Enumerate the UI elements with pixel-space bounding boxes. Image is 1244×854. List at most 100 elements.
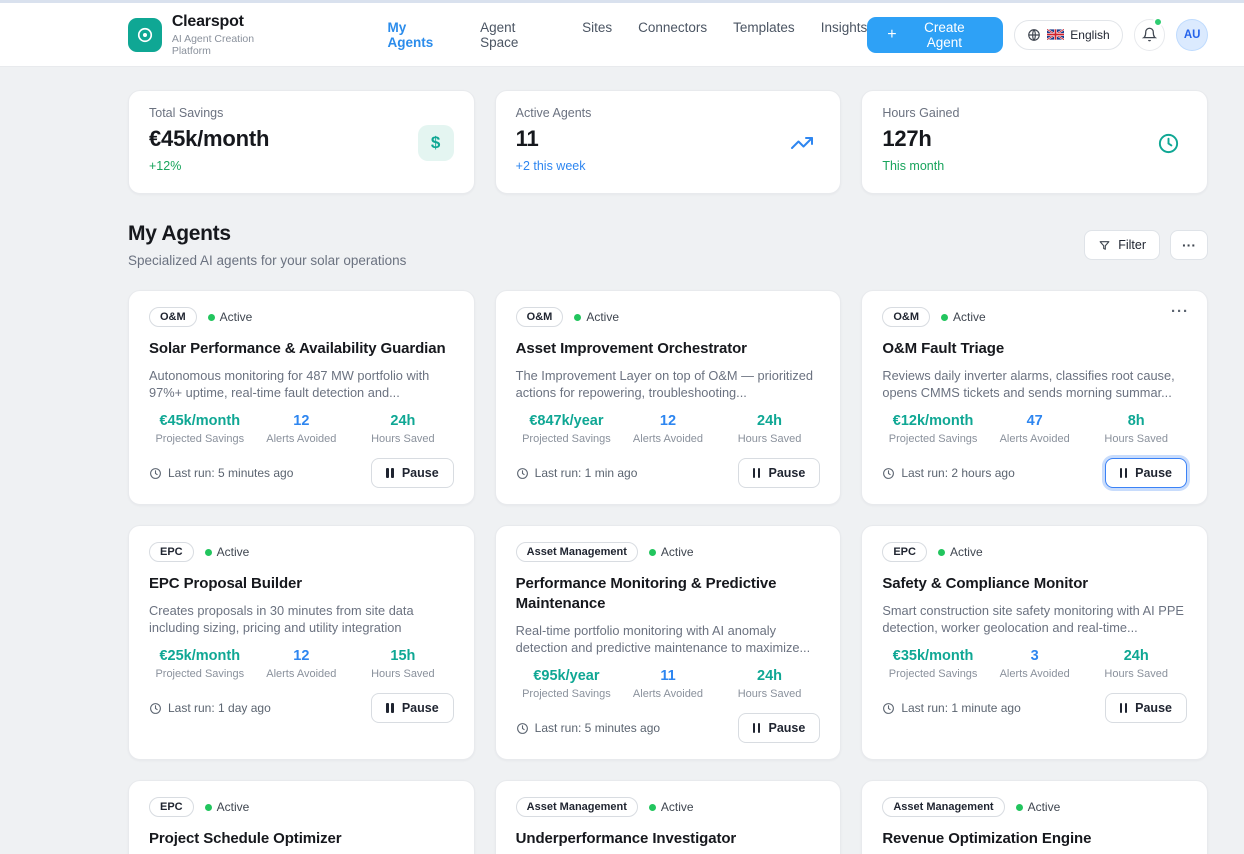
clock-icon (516, 467, 528, 479)
stats-summary: Total Savings €45k/month +12% $ Active A… (128, 90, 1208, 194)
agent-title: Asset Improvement Orchestrator (515, 340, 747, 357)
pause-icon (1119, 468, 1128, 478)
active-dot-icon (574, 313, 582, 321)
nav-connectors[interactable]: Connectors (638, 19, 708, 35)
create-agent-button[interactable]: + Create Agent (867, 16, 1004, 53)
language-selector[interactable]: English (1014, 19, 1123, 50)
notifications-button[interactable] (1133, 16, 1166, 51)
last-run: Last run: 5 minutes ago (516, 721, 660, 735)
pause-icon (752, 468, 761, 478)
brand: Clearspot AI Agent Creation Platform (128, 13, 295, 57)
agent-card: EPC Active Safety & Compliance Monitor S… (861, 525, 1208, 760)
agent-description: Autonomous monitoring for 487 MW portfol… (149, 368, 430, 400)
category-badge: Asset Management (515, 797, 638, 817)
category-badge: Asset Management (515, 542, 638, 562)
projected-savings-label: Projected Savings (888, 668, 978, 680)
agent-stats: €25k/month Projected Savings 12 Alerts Avo… (149, 648, 454, 680)
nav-templates[interactable]: Templates (733, 19, 795, 35)
projected-savings-value: €35k/month (892, 648, 974, 664)
last-run-label: Last run: 5 minutes ago (168, 466, 294, 480)
filter-button[interactable]: Filter (1084, 230, 1160, 260)
status-label: Active (949, 545, 983, 559)
status-badge: Active (648, 800, 694, 814)
status-badge: Active (1015, 800, 1060, 814)
pause-label: Pause (1135, 466, 1172, 480)
projected-savings-label: Projected Savings (522, 688, 611, 700)
nav-sites[interactable]: Sites (582, 19, 613, 35)
alerts-avoided-label: Alerts Avoided (266, 668, 337, 680)
active-dot-icon (648, 803, 656, 811)
agent-title: Solar Performance & Availability Guardia… (149, 340, 446, 357)
category-badge: O&M (149, 307, 197, 327)
pause-button[interactable]: Pause (737, 713, 821, 743)
category-badge: O&M (882, 307, 930, 327)
agent-title: Safety & Compliance Monitor (882, 575, 1088, 592)
pause-button[interactable]: Pause (1104, 458, 1187, 488)
alerts-avoided-label: Alerts Avoided (266, 433, 337, 445)
agent-description: Reviews daily inverter alarms, classifie… (882, 368, 1175, 400)
agent-description: The Improvement Layer on top of O&M — pr… (515, 368, 813, 400)
pause-button[interactable]: Pause (371, 693, 454, 723)
projected-savings-value: €45k/month (159, 413, 241, 429)
category-badge: EPC (149, 797, 194, 817)
category-badge: Asset Management (882, 797, 1005, 817)
category-badge: EPC (882, 542, 927, 562)
alerts-avoided-label: Alerts Avoided (632, 433, 704, 445)
category-badge: O&M (515, 307, 564, 327)
avatar[interactable]: AU (1176, 18, 1208, 51)
pause-icon (752, 723, 761, 733)
last-run-label: Last run: 2 hours ago (901, 466, 1015, 480)
status-label: Active (953, 310, 986, 324)
agent-description: Creates proposals in 30 minutes from sit… (149, 603, 414, 635)
alerts-avoided-value: 47 (1026, 413, 1043, 429)
clock-icon (150, 467, 161, 479)
nav-insights[interactable]: Insights (820, 19, 868, 35)
agent-card: Asset Management Active Performance Moni… (494, 525, 842, 760)
pause-label: Pause (1135, 701, 1172, 715)
clock-icon (516, 722, 528, 734)
last-run: Last run: 1 day ago (149, 701, 271, 715)
stat-value: 11 (515, 126, 539, 151)
agent-description: Real-time portfolio monitoring with AI a… (515, 623, 811, 655)
projected-savings-label: Projected Savings (155, 668, 245, 680)
trend-up-icon (784, 125, 820, 161)
pause-button[interactable]: Pause (1104, 693, 1187, 723)
hours-saved-value: 24h (390, 413, 416, 429)
nav-agent-space[interactable]: Agent Space (480, 19, 519, 50)
active-dot-icon (1015, 803, 1023, 811)
hours-saved-label: Hours Saved (371, 433, 435, 445)
pause-button[interactable]: Pause (371, 458, 454, 488)
agent-card: Asset Management Active Revenue Optimiza… (861, 780, 1208, 854)
my-agents-section-header: My Agents Specialized AI agents for your… (128, 222, 1208, 268)
last-run: Last run: 1 min ago (516, 466, 637, 480)
more-options-icon[interactable]: ··· (1170, 303, 1189, 320)
alerts-avoided-value: 3 (1030, 648, 1039, 664)
alerts-avoided-label: Alerts Avoided (999, 668, 1070, 680)
section-more-options-button[interactable]: ··· (1170, 230, 1208, 260)
agent-card: O&M Active Solar Performance & Availabil… (128, 290, 475, 505)
alerts-avoided-value: 12 (293, 648, 310, 664)
agent-title: Project Schedule Optimizer (149, 830, 342, 847)
projected-savings-label: Projected Savings (888, 433, 978, 445)
clock-icon (150, 702, 161, 714)
status-label: Active (219, 310, 253, 324)
hours-saved-value: 24h (1123, 648, 1149, 664)
projected-savings-value: €847k/year (529, 413, 604, 429)
status-badge: Active (207, 310, 253, 324)
stat-card-hours-gained: Hours Gained 127h This month (861, 90, 1208, 194)
hours-saved-label: Hours Saved (1104, 668, 1168, 680)
alerts-avoided-value: 11 (660, 668, 676, 684)
agent-stats: €35k/month Projected Savings 3 Alerts Avoi… (882, 648, 1187, 680)
nav-my-agents[interactable]: My Agents (387, 19, 434, 50)
last-run: Last run: 2 hours ago (882, 466, 1015, 480)
status-badge: Active (937, 545, 983, 559)
pause-label: Pause (401, 701, 439, 715)
brand-logo-icon (128, 17, 162, 52)
pause-icon (1119, 703, 1128, 713)
main-content: Total Savings €45k/month +12% $ Active A… (128, 67, 1208, 854)
pause-label: Pause (768, 466, 806, 480)
stat-value: 127h (882, 126, 932, 151)
stat-delta: This month (882, 159, 945, 173)
plus-icon: + (887, 25, 897, 43)
pause-button[interactable]: Pause (737, 458, 821, 488)
